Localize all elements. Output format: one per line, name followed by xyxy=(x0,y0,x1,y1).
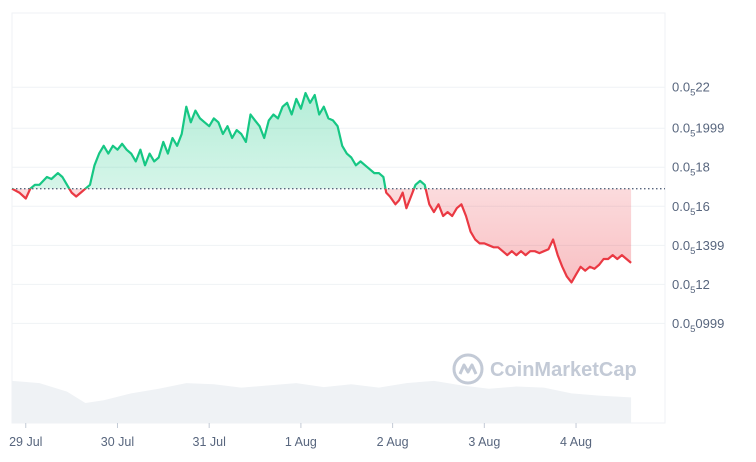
y-tick-label: 0.0516 xyxy=(672,199,710,218)
price-lines xyxy=(11,91,632,284)
x-tick-label: 1 Aug xyxy=(285,435,317,449)
price-areas xyxy=(12,93,632,283)
price-line-below xyxy=(11,188,632,284)
watermark-text: CoinMarketCap xyxy=(490,359,637,381)
area-above-baseline xyxy=(12,93,632,189)
y-tick-label: 0.051399 xyxy=(672,238,724,257)
x-tick-label: 29 Jul xyxy=(9,435,42,449)
price-line-above xyxy=(11,91,427,189)
volume-shape xyxy=(12,380,632,423)
x-tick-label: 2 Aug xyxy=(377,435,409,449)
x-tick-label: 4 Aug xyxy=(560,435,592,449)
y-tick-label: 0.0518 xyxy=(672,160,710,179)
coinmarketcap-watermark: CoinMarketCap xyxy=(452,353,637,385)
x-tick-label: 3 Aug xyxy=(468,435,500,449)
y-axis-ticks: 0.0522 0.051999 0.0518 0.0516 0.051399 0.0512… xyxy=(672,80,724,335)
volume-area xyxy=(12,380,632,423)
x-tick-label: 30 Jul xyxy=(101,435,134,449)
y-tick-label: 0.0512 xyxy=(672,277,710,296)
y-tick-label: 0.050999 xyxy=(672,316,724,335)
x-tick-label: 31 Jul xyxy=(193,435,226,449)
area-below-baseline xyxy=(12,188,632,283)
y-tick-label: 0.0522 xyxy=(672,80,710,99)
y-tick-label: 0.051999 xyxy=(672,121,724,140)
coinmarketcap-logo-icon xyxy=(452,353,484,385)
x-axis-ticks: 29 Jul 30 Jul 31 Jul 1 Aug 2 Aug 3 Aug 4 Aug xyxy=(9,423,592,449)
